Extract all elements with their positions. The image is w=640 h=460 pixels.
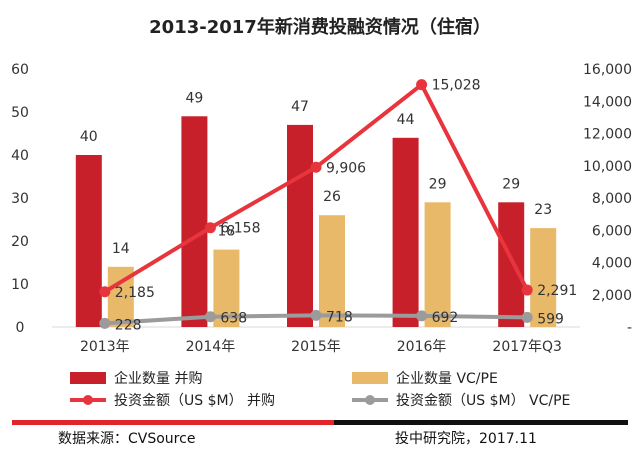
bar-acquisition-count	[181, 116, 208, 327]
y-left-tick-label: 30	[11, 191, 29, 207]
point-vcpe-label: 718	[326, 309, 353, 325]
x-tick-label: 2016年	[397, 339, 447, 355]
legend: 企业数量 并购 企业数量 VC/PE 投资金额（US $M） 并购 投资金额（US $…	[70, 370, 570, 409]
y-right-tick-label: 16,000	[583, 62, 632, 78]
plot-area: 0 10 20 30 40 50 60 - 2,000 4,000 6,000 8,000 10,000…	[11, 62, 632, 355]
footer-divider	[12, 420, 628, 425]
bar-acquisition-label: 40	[80, 129, 98, 145]
point-acquisition-amount	[99, 286, 111, 298]
point-vcpe-label: 638	[220, 311, 247, 327]
point-vcpe-label: 228	[115, 317, 142, 333]
legend-marker-acquisition-amount	[83, 395, 93, 405]
legend-label-acquisition-count: 企业数量 并购	[114, 370, 202, 387]
y-left-tick-label: 20	[11, 234, 29, 250]
credit-label: 投中研究院，2017.11	[395, 431, 537, 447]
y-left-tick-label: 10	[11, 277, 29, 293]
bar-vcpe-count	[424, 202, 451, 327]
point-vcpe-amount	[310, 309, 322, 321]
y-right-tick-label: 10,000	[583, 159, 632, 175]
y-right-tick-label: 4,000	[592, 256, 632, 272]
bar-acquisition-label: 29	[502, 176, 520, 192]
bar-acquisition-label: 44	[397, 112, 415, 128]
footer-divider-red	[12, 420, 334, 425]
y-left-tick-label: 50	[11, 105, 29, 121]
y-left-tick-label: 40	[11, 148, 29, 164]
point-acquisition-label: 15,028	[432, 78, 481, 94]
point-acquisition-label: 6,158	[220, 221, 260, 237]
point-acquisition-label: 9,906	[326, 160, 366, 176]
point-vcpe-label: 692	[432, 310, 459, 326]
legend-label-vcpe-amount: 投资金额（US $M） VC/PE	[396, 393, 570, 409]
y-left-tick-label: 0	[16, 320, 25, 336]
legend-label-vcpe-count: 企业数量 VC/PE	[396, 370, 498, 387]
bar-vcpe-count	[319, 215, 345, 327]
line-acquisition-amount	[103, 82, 529, 294]
y-right-tick-label: 8,000	[592, 191, 632, 207]
point-vcpe-amount	[204, 311, 216, 323]
y-right-tick-label: 12,000	[583, 127, 632, 143]
point-vcpe-label: 599	[537, 311, 564, 327]
bar-acquisition-count	[392, 137, 419, 327]
bar-vcpe-label: 26	[323, 189, 341, 205]
y-right-tick-label: 6,000	[592, 223, 632, 239]
point-vcpe-amount	[416, 310, 428, 322]
point-acquisition-amount	[204, 222, 216, 234]
y-right-tick-label: 2,000	[592, 288, 632, 304]
point-acquisition-amount	[416, 79, 428, 91]
point-vcpe-amount	[99, 317, 111, 329]
y-right-tick-label: 14,000	[583, 94, 632, 110]
bar-acquisition-count	[75, 155, 102, 327]
bar-acquisition-label: 47	[291, 99, 309, 115]
bar-vcpe-count	[213, 249, 240, 327]
legend-label-acquisition-amount: 投资金额（US $M） 并购	[114, 393, 275, 409]
point-vcpe-amount	[521, 311, 533, 323]
footer-divider-black	[334, 420, 628, 425]
y-right-tick-label: -	[627, 320, 632, 336]
x-tick-label: 2013年	[80, 339, 130, 355]
point-acquisition-label: 2,185	[115, 285, 155, 301]
chart: 2013-2017年新消费投融资情况（住宿） 0 10 20 30 40 50 60 - 2,0…	[11, 16, 632, 409]
bar-vcpe-count	[530, 228, 557, 327]
x-tick-label: 2014年	[186, 339, 236, 355]
legend-swatch-vcpe-count	[352, 372, 388, 384]
bar-vcpe-label: 18	[217, 224, 235, 240]
bar-vcpe-label: 23	[534, 202, 552, 218]
bar-acquisition-count	[287, 124, 313, 328]
bar-acquisition-count	[498, 202, 525, 327]
point-acquisition-amount	[310, 161, 322, 173]
legend-marker-vcpe-amount	[365, 395, 375, 405]
legend-swatch-acquisition-count	[70, 372, 106, 384]
x-tick-label: 2015年	[291, 339, 341, 355]
bar-vcpe-label: 29	[429, 176, 447, 192]
point-acquisition-amount	[521, 284, 533, 296]
y-left-tick-label: 60	[11, 62, 29, 78]
x-tick-label: 2017年Q3	[492, 339, 562, 355]
source-label: 数据来源：CVSource	[58, 431, 196, 447]
chart-title: 2013-2017年新消费投融资情况（住宿）	[149, 16, 491, 38]
bar-vcpe-label: 14	[112, 241, 130, 257]
point-acquisition-label: 2,291	[537, 283, 577, 299]
bar-acquisition-label: 49	[185, 90, 203, 106]
